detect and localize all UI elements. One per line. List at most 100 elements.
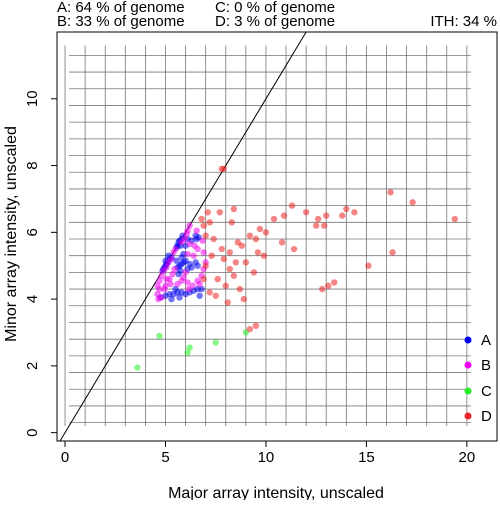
- data-point-b: [160, 267, 167, 274]
- data-point-b: [200, 249, 207, 256]
- data-point-b: [183, 230, 190, 238]
- x-tick-label: 0: [61, 449, 69, 466]
- plot-frame: [56, 31, 498, 442]
- data-point-d: [351, 209, 358, 216]
- legend-marker-b: [464, 361, 472, 369]
- data-point-d: [232, 259, 240, 266]
- legend-marker-d: [464, 412, 472, 420]
- data-point-d: [302, 209, 310, 216]
- data-point-d: [451, 215, 459, 223]
- data-point-d: [198, 215, 205, 223]
- data-point-d: [389, 249, 396, 256]
- data-point-b: [184, 279, 191, 286]
- data-point-d: [238, 242, 246, 249]
- data-point-a: [198, 285, 205, 293]
- header-line2-right: D: 3 % of genome: [215, 13, 335, 30]
- legend-marker-a: [464, 336, 472, 344]
- data-point-d: [339, 212, 346, 219]
- data-point-a: [175, 270, 182, 278]
- data-point-d: [325, 282, 332, 289]
- data-point-d: [250, 269, 258, 276]
- data-point-b: [193, 227, 200, 234]
- data-point-d: [242, 259, 250, 266]
- x-tick-label: 15: [358, 449, 375, 466]
- header-ith: ITH: 34 %: [430, 13, 497, 30]
- data-point-d: [200, 222, 207, 229]
- y-tick-label: 8: [24, 161, 41, 169]
- data-point-b: [182, 269, 189, 276]
- data-point-d: [216, 209, 223, 216]
- x-tick-label: 5: [161, 449, 169, 466]
- data-point-b: [184, 250, 191, 258]
- data-point-a: [194, 262, 201, 269]
- data-point-d: [262, 229, 270, 236]
- x-axis-label: Major array intensity, unscaled: [168, 485, 384, 500]
- data-point-d: [214, 275, 221, 283]
- data-point-d: [220, 255, 227, 263]
- data-point-d: [212, 292, 219, 299]
- data-point-d: [218, 245, 225, 253]
- y-tick-label: 10: [24, 90, 41, 107]
- data-point-d: [236, 285, 244, 293]
- data-point-c: [184, 349, 191, 356]
- data-point-d: [200, 275, 207, 283]
- data-point-d: [365, 262, 372, 269]
- data-point-c: [134, 364, 141, 371]
- legend-label-b: B: [481, 357, 491, 374]
- data-point-d: [288, 202, 296, 209]
- data-point-b: [161, 285, 168, 293]
- data-point-d: [252, 322, 260, 330]
- data-point-a: [196, 292, 203, 299]
- data-point-a: [188, 264, 195, 271]
- axis-ticks: 0 5 10 15 20 0 2 4 6 8 10: [24, 90, 475, 466]
- data-point-d: [254, 249, 262, 256]
- header-line1-left: A: 64 % of genome: [57, 0, 185, 16]
- data-point-d: [202, 232, 209, 239]
- y-tick-label: 4: [24, 295, 41, 303]
- data-point-d: [319, 285, 326, 293]
- data-point-c: [212, 339, 219, 346]
- data-point-d: [280, 212, 288, 219]
- data-point-b: [199, 237, 206, 244]
- data-point-d: [206, 219, 213, 226]
- data-point-b: [156, 285, 163, 293]
- data-point-c: [156, 332, 163, 340]
- data-point-b: [186, 222, 193, 229]
- data-point-d: [230, 205, 238, 213]
- data-point-a: [172, 285, 179, 293]
- data-point-c: [186, 344, 193, 351]
- data-point-b: [158, 272, 165, 279]
- data-point-b: [185, 285, 192, 293]
- data-point-d: [323, 212, 330, 219]
- data-point-a: [176, 294, 183, 301]
- data-point-b: [163, 275, 170, 283]
- data-point-b: [167, 280, 174, 288]
- data-point-d: [409, 199, 416, 206]
- data-point-a: [168, 295, 175, 303]
- data-point-d: [226, 265, 233, 273]
- data-point-b: [186, 240, 193, 248]
- y-tick-label: 6: [24, 228, 41, 236]
- data-point-b: [178, 239, 185, 246]
- data-point-d: [222, 282, 229, 289]
- data-point-d: [246, 232, 254, 239]
- data-point-d: [204, 209, 211, 216]
- x-tick-label: 10: [258, 449, 275, 466]
- data-point-d: [343, 205, 350, 213]
- data-point-d: [224, 299, 231, 306]
- header-line1-right: C: 0 % of genome: [215, 0, 335, 16]
- header-line2-left: B: 33 % of genome: [57, 13, 185, 30]
- data-points: [134, 165, 459, 371]
- data-point-d: [208, 252, 215, 259]
- data-point-d: [252, 235, 260, 243]
- data-point-b: [171, 265, 178, 273]
- data-point-d: [290, 245, 298, 253]
- data-point-d: [314, 215, 322, 223]
- data-point-d: [270, 215, 278, 223]
- grid-lines: [64, 45, 471, 426]
- data-point-b: [190, 252, 197, 259]
- y-tick-label: 0: [24, 428, 41, 436]
